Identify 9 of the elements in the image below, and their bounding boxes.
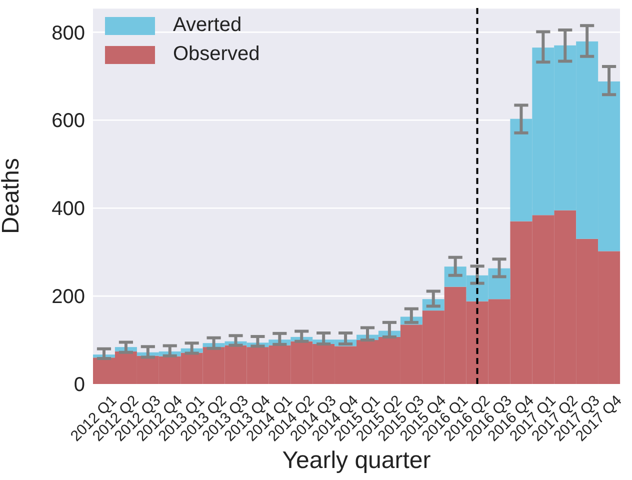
y-tick-label: 800 <box>52 22 85 44</box>
legend-label: Averted <box>173 14 242 37</box>
y-tick-label: 400 <box>52 198 85 220</box>
y-tick-label: 200 <box>52 286 85 308</box>
legend-label: Observed <box>173 43 260 66</box>
x-axis-title: Yearly quarter <box>282 447 431 474</box>
y-tick-label: 600 <box>52 110 85 132</box>
y-axis-title: Deaths <box>0 158 25 234</box>
y-tick-label: 0 <box>74 374 85 396</box>
